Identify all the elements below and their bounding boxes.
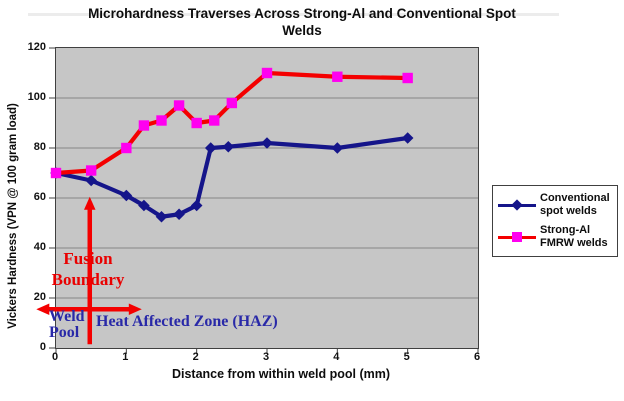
y-axis-tick-labels: 0 20 40 60 80 100 120 bbox=[0, 41, 46, 353]
y-tick-label: 40 bbox=[33, 241, 46, 253]
y-tick-label: 20 bbox=[33, 291, 46, 303]
x-tick-label: 3 bbox=[262, 351, 270, 363]
legend-label-conventional: Conventional spot welds bbox=[540, 192, 610, 217]
x-tick-label: 4 bbox=[333, 351, 340, 363]
axis-ticks bbox=[49, 47, 479, 354]
weld-pool-annotation: Weld Pool bbox=[49, 308, 85, 342]
y-tick-label: 100 bbox=[27, 91, 46, 103]
haz-annotation: Heat Affected Zone (HAZ) bbox=[96, 313, 278, 330]
x-tick-label: 5 bbox=[403, 351, 410, 363]
y-tick-label: 80 bbox=[33, 141, 46, 153]
series-diamond bbox=[50, 132, 414, 223]
chart-title: Microhardness Traverses Across Strong-Al… bbox=[88, 6, 516, 38]
chart-top-border bbox=[28, 13, 559, 16]
legend-label-strong-al: Strong-Al FMRW welds bbox=[540, 224, 608, 249]
y-tick-label: 60 bbox=[33, 191, 46, 203]
legend-row: Strong-Al FMRW welds bbox=[496, 224, 614, 249]
x-axis-title: Distance from within weld pool (mm) bbox=[171, 367, 391, 381]
y-tick-label: 0 bbox=[39, 341, 46, 353]
y-tick-label: 120 bbox=[27, 41, 46, 53]
series-square bbox=[50, 67, 413, 179]
x-tick-label: 6 bbox=[473, 351, 481, 363]
strong-al-series-marker-icon bbox=[496, 231, 540, 243]
plot-area bbox=[36, 47, 479, 354]
plot-svg bbox=[36, 47, 479, 354]
x-tick-label: 2 bbox=[192, 351, 199, 363]
fusion-boundary-arrow bbox=[84, 196, 96, 345]
conventional-series-marker-icon bbox=[496, 198, 540, 211]
legend-row: Conventional spot welds bbox=[496, 192, 614, 217]
fusion-boundary-annotation: Fusion Boundary bbox=[51, 249, 125, 289]
legend-box: Conventional spot welds Strong-Al FMRW w… bbox=[492, 185, 618, 257]
x-tick-label: 0 bbox=[51, 351, 59, 363]
x-tick-label: 1 bbox=[122, 351, 129, 363]
x-axis-tick-labels: 0 1 2 3 4 5 6 bbox=[52, 351, 480, 365]
zone-extent-arrow bbox=[36, 303, 142, 315]
